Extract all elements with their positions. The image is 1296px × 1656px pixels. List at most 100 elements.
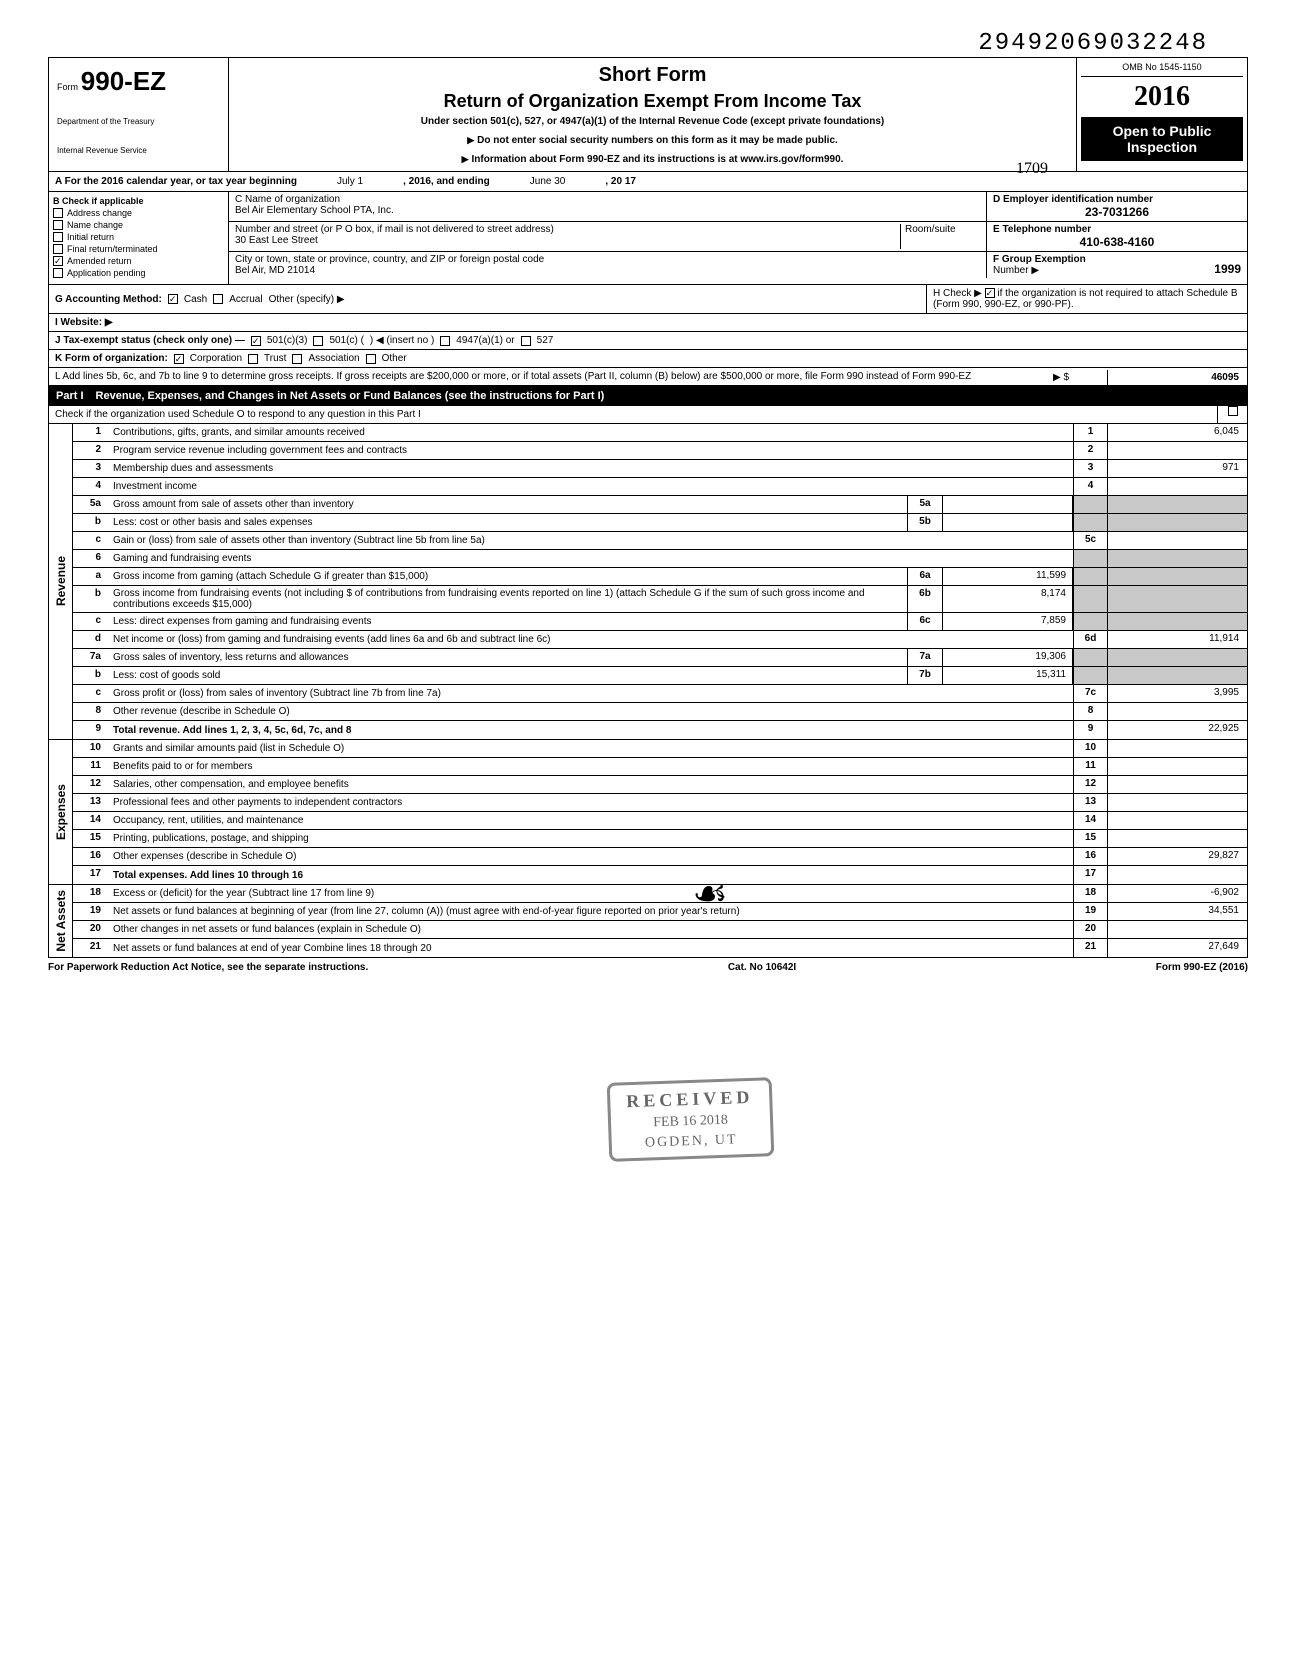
line-4: 4Investment income4	[73, 478, 1247, 496]
line-17: 17Total expenses. Add lines 10 through 1…	[73, 866, 1247, 884]
line-3: 3Membership dues and assessments3971	[73, 460, 1247, 478]
under-section: Under section 501(c), 527, or 4947(a)(1)…	[249, 116, 1056, 127]
chk-trust[interactable]	[248, 354, 258, 364]
footer-mid: Cat. No 10642I	[728, 962, 796, 973]
document-number: 29492069032248	[48, 30, 1248, 57]
room-suite-label: Room/suite	[900, 224, 980, 249]
b-label: B Check if applicable	[53, 196, 224, 206]
footer: For Paperwork Reduction Act Notice, see …	[48, 958, 1248, 977]
signature-mark: ☙	[692, 870, 728, 917]
line-2: 2Program service revenue including gover…	[73, 442, 1247, 460]
line-1: 1Contributions, gifts, grants, and simil…	[73, 424, 1247, 442]
telephone: 410-638-4160	[993, 235, 1241, 249]
open-inspection: Open to Public Inspection	[1081, 117, 1243, 161]
form-label: Form	[57, 82, 78, 92]
d-label: D Employer identification number	[993, 194, 1241, 205]
tax-year: 2016	[1081, 81, 1243, 113]
ein: 23-7031266	[993, 205, 1241, 219]
g-label: G Accounting Method:	[55, 294, 162, 305]
line-13: 13Professional fees and other payments t…	[73, 794, 1247, 812]
chk-schedule-o[interactable]	[1228, 406, 1238, 416]
part1-title: Revenue, Expenses, and Changes in Net As…	[96, 390, 605, 402]
street-label: Number and street (or P O box, if mail i…	[235, 224, 900, 235]
chk-schedule-b[interactable]	[985, 288, 995, 298]
line-j: J Tax-exempt status (check only one) — 5…	[48, 332, 1248, 350]
chk-address-change[interactable]: Address change	[53, 208, 224, 218]
chk-initial-return[interactable]: Initial return	[53, 232, 224, 242]
info-link: Information about Form 990-EZ and its in…	[249, 154, 1056, 165]
chk-name-change[interactable]: Name change	[53, 220, 224, 230]
part1-lines: Revenue 1Contributions, gifts, grants, a…	[48, 424, 1248, 739]
line-b: bGross income from fundraising events (n…	[73, 586, 1247, 613]
return-title: Return of Organization Exempt From Incom…	[249, 91, 1056, 112]
chk-501c[interactable]	[313, 336, 323, 346]
chk-501c3[interactable]	[251, 336, 261, 346]
line-k: K Form of organization: Corporation Trus…	[48, 350, 1248, 368]
chk-association[interactable]	[292, 354, 302, 364]
org-info-block: B Check if applicable Address change Nam…	[48, 192, 1248, 285]
city-state-zip: Bel Air, MD 21014	[235, 265, 980, 276]
line-c: cGross profit or (loss) from sales of in…	[73, 685, 1247, 703]
f-label2: Number ▶	[993, 265, 1214, 276]
line-d: dNet income or (loss) from gaming and fu…	[73, 631, 1247, 649]
line-b: bLess: cost or other basis and sales exp…	[73, 514, 1247, 532]
part1-label: Part I	[56, 390, 84, 402]
line-g-h: G Accounting Method: Cash Accrual Other …	[48, 285, 1248, 314]
chk-final-return[interactable]: Final return/terminated	[53, 244, 224, 254]
a-end: June 30	[530, 176, 566, 187]
ssn-warning: Do not enter social security numbers on …	[249, 135, 1056, 146]
line-l: L Add lines 5b, 6c, and 7b to line 9 to …	[48, 368, 1248, 386]
form-number: 990-EZ	[81, 66, 166, 96]
line-c: cGain or (loss) from sale of assets othe…	[73, 532, 1247, 550]
chk-4947[interactable]	[440, 336, 450, 346]
omb-number: OMB No 1545-1150	[1081, 62, 1243, 77]
line-6: 6Gaming and fundraising events	[73, 550, 1247, 568]
line-8: 8Other revenue (describe in Schedule O)8	[73, 703, 1247, 721]
chk-corporation[interactable]	[174, 354, 184, 364]
line-5a: 5aGross amount from sale of assets other…	[73, 496, 1247, 514]
group-exemption: 1999	[1214, 262, 1241, 276]
line-11: 11Benefits paid to or for members11	[73, 758, 1247, 776]
city-label: City or town, state or province, country…	[235, 254, 980, 265]
part1-check-line: Check if the organization used Schedule …	[48, 406, 1248, 424]
line-14: 14Occupancy, rent, utilities, and mainte…	[73, 812, 1247, 830]
dept-treasury: Department of the Treasury	[57, 117, 220, 126]
line-7a: 7aGross sales of inventory, less returns…	[73, 649, 1247, 667]
chk-application-pending[interactable]: Application pending	[53, 268, 224, 278]
chk-527[interactable]	[521, 336, 531, 346]
street-address: 30 East Lee Street	[235, 235, 900, 246]
chk-other-form[interactable]	[366, 354, 376, 364]
form-header: Form 990-EZ Department of the Treasury I…	[48, 57, 1248, 172]
line-20: 20Other changes in net assets or fund ba…	[73, 921, 1247, 939]
gross-receipts: 46095	[1107, 370, 1247, 385]
line-18: 18Excess or (deficit) for the year (Subt…	[73, 885, 1247, 903]
line-b: bLess: cost of goods sold7b15,311	[73, 667, 1247, 685]
h-label: H Check ▶	[933, 288, 982, 299]
side-netassets: Net Assets	[54, 890, 68, 952]
dept-irs: Internal Revenue Service	[57, 146, 220, 155]
side-expenses: Expenses	[54, 784, 68, 840]
chk-accrual[interactable]	[213, 294, 223, 304]
f-label: F Group Exemption	[993, 254, 1214, 265]
line-16: 16Other expenses (describe in Schedule O…	[73, 848, 1247, 866]
chk-cash[interactable]	[168, 294, 178, 304]
handwritten-note: 1709	[1016, 160, 1048, 178]
line-12: 12Salaries, other compensation, and empl…	[73, 776, 1247, 794]
line-19: 19Net assets or fund balances at beginni…	[73, 903, 1247, 921]
line-21: 21Net assets or fund balances at end of …	[73, 939, 1247, 957]
line-a: aGross income from gaming (attach Schedu…	[73, 568, 1247, 586]
a-begin: July 1	[337, 176, 363, 187]
a-suffix: , 20 17	[605, 176, 636, 187]
short-form-title: Short Form	[249, 64, 1056, 87]
a-mid: , 2016, and ending	[403, 176, 490, 187]
line-9: 9Total revenue. Add lines 1, 2, 3, 4, 5c…	[73, 721, 1247, 739]
l-arrow: ▶ $	[1047, 370, 1107, 385]
a-prefix: A For the 2016 calendar year, or tax yea…	[55, 176, 297, 187]
line-i: I Website: ▶	[48, 314, 1248, 332]
footer-right: Form 990-EZ (2016)	[1156, 962, 1248, 973]
org-name: Bel Air Elementary School PTA, Inc.	[235, 205, 980, 216]
line-c: cLess: direct expenses from gaming and f…	[73, 613, 1247, 631]
c-name-label: C Name of organization	[235, 194, 980, 205]
chk-amended-return[interactable]: Amended return	[53, 256, 224, 266]
side-revenue: Revenue	[54, 556, 68, 606]
